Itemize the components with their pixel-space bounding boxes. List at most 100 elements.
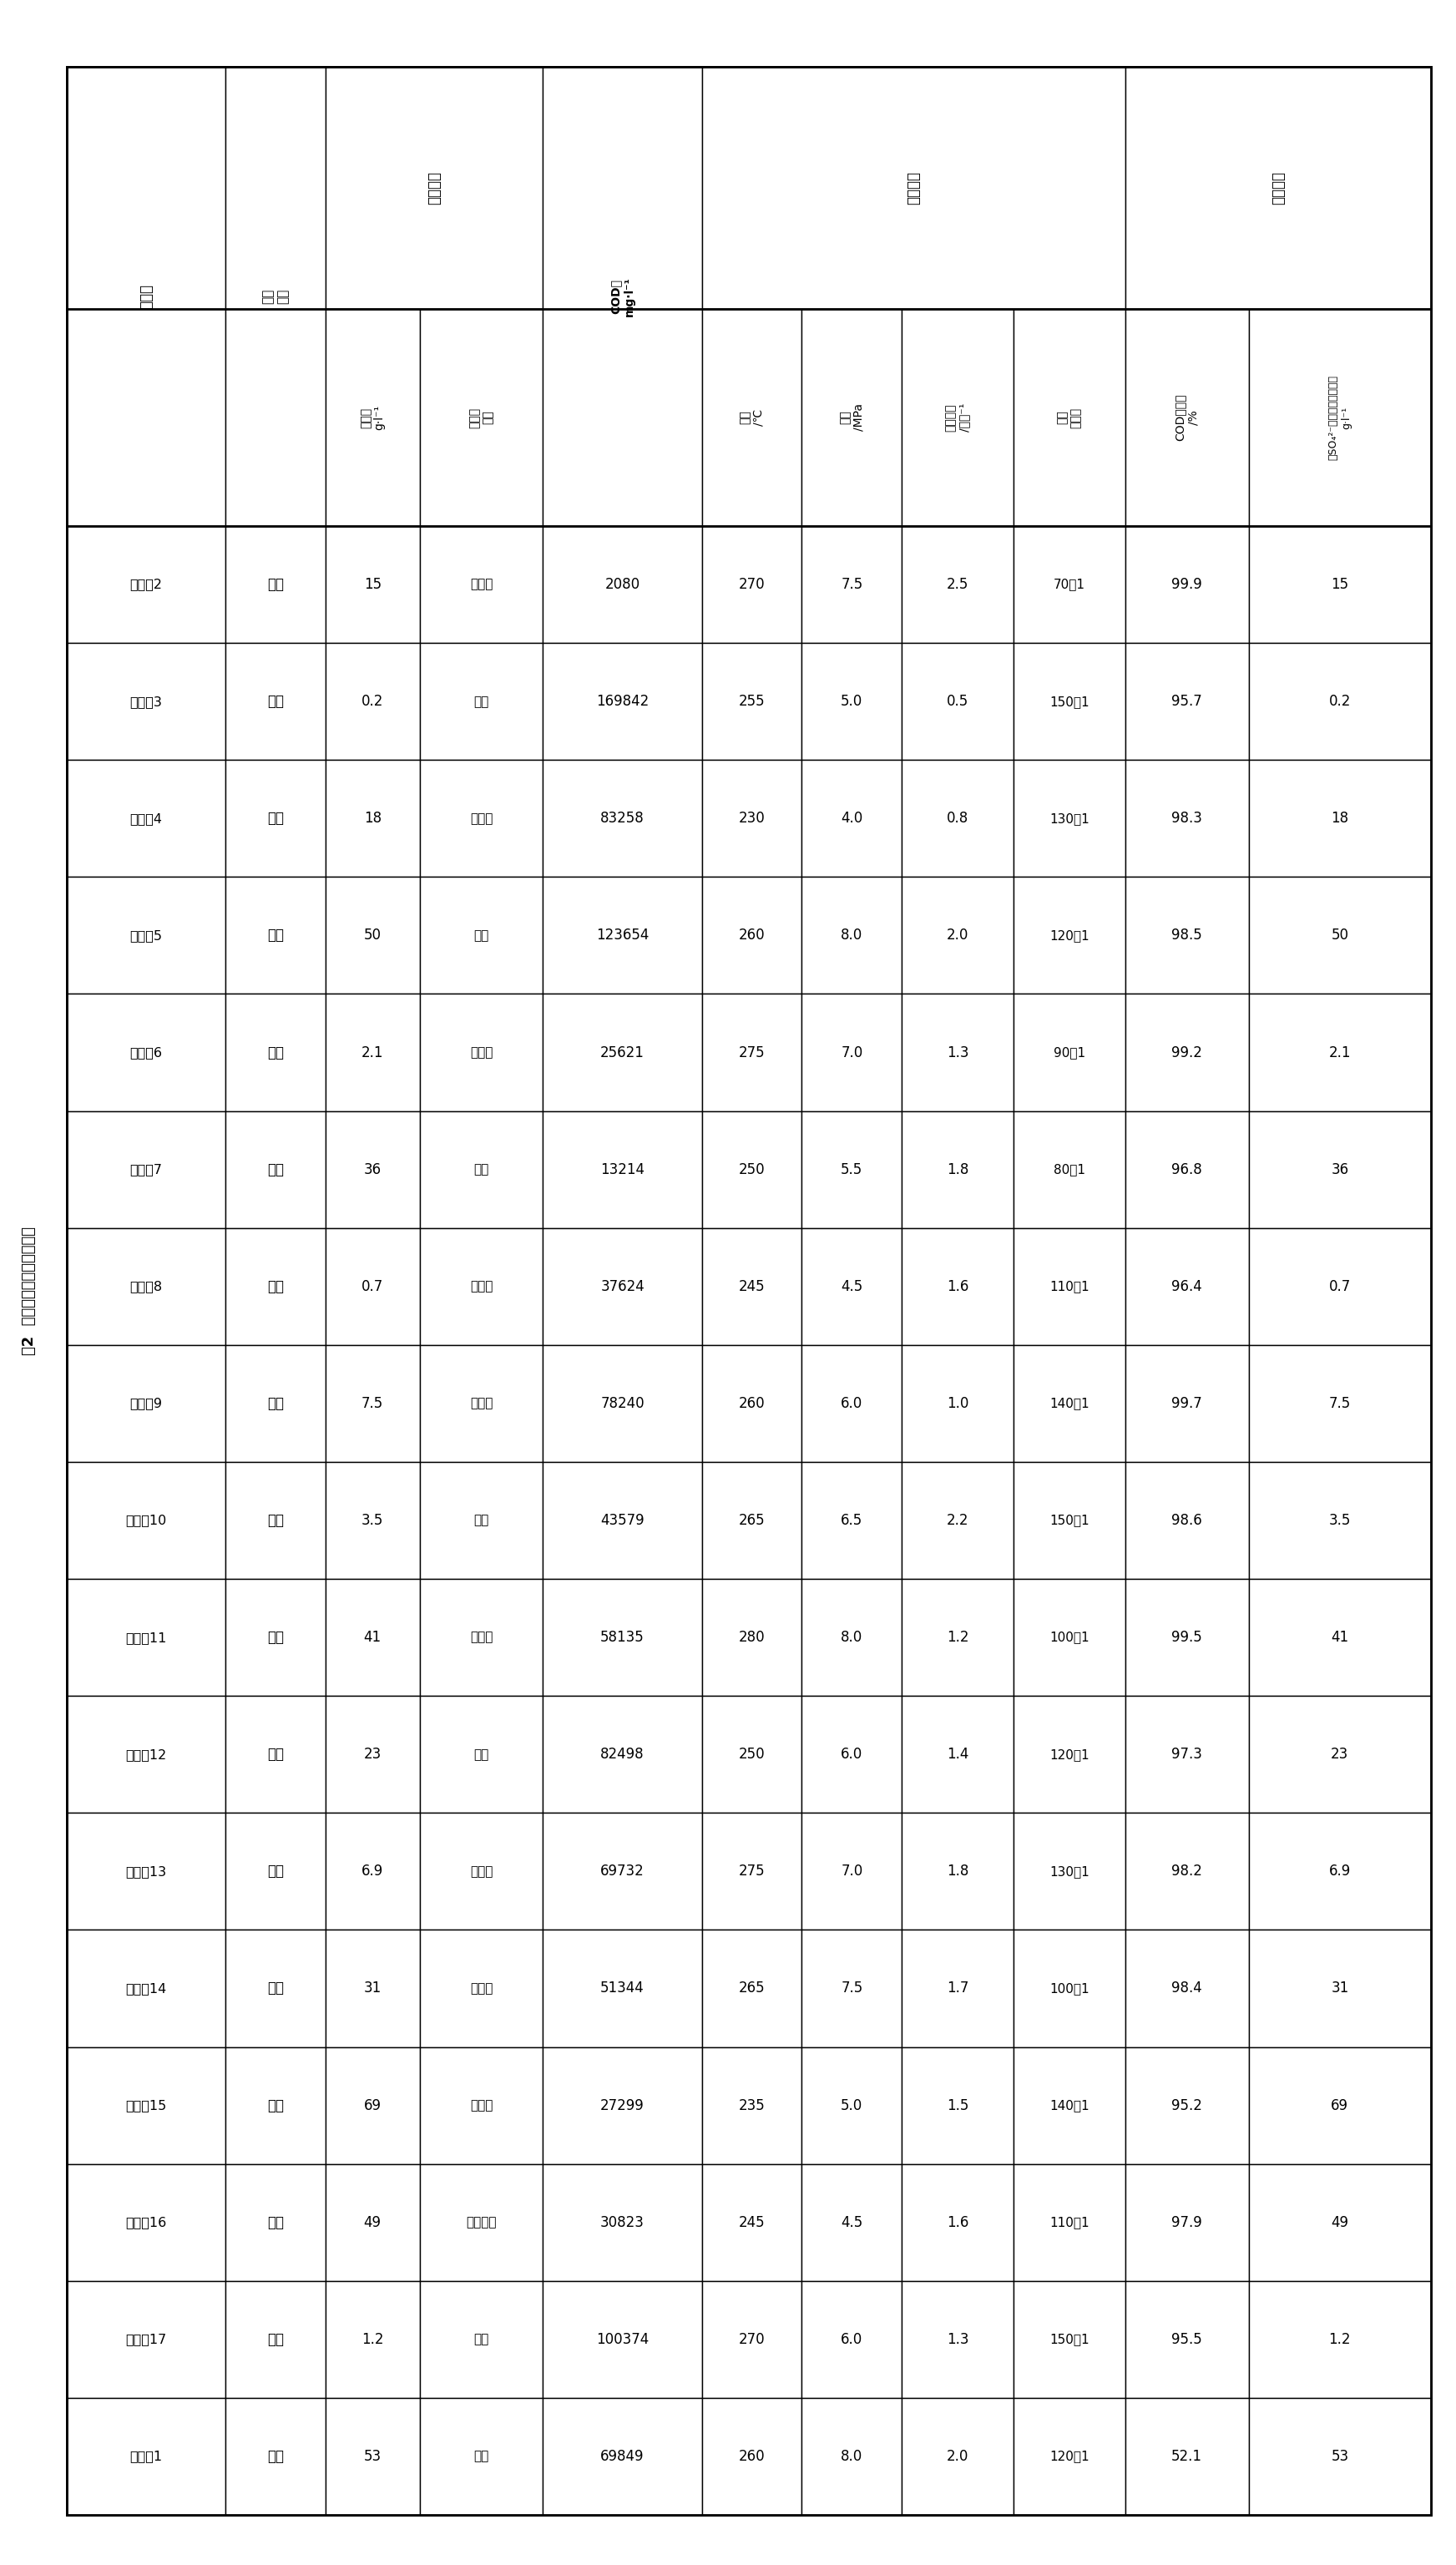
Text: 空气: 空气 xyxy=(268,929,284,944)
Text: 18: 18 xyxy=(364,811,381,826)
Text: 13214: 13214 xyxy=(600,1162,645,1177)
Bar xyxy=(1013,526,1125,644)
Text: 36: 36 xyxy=(1331,1162,1348,1177)
Text: 96.4: 96.4 xyxy=(1172,1280,1203,1293)
Text: 0.5: 0.5 xyxy=(946,695,968,708)
Bar xyxy=(1013,644,1125,759)
Bar xyxy=(802,1344,901,1462)
Bar xyxy=(1125,526,1249,644)
Bar xyxy=(226,1344,326,1462)
Text: 50: 50 xyxy=(364,929,381,944)
Bar xyxy=(1249,1462,1431,1580)
Bar xyxy=(226,2398,326,2514)
Bar xyxy=(226,2165,326,2280)
Bar xyxy=(543,2280,702,2398)
Text: 78240: 78240 xyxy=(600,1395,645,1411)
Bar xyxy=(326,526,419,644)
Bar xyxy=(702,1695,802,1813)
Bar xyxy=(802,308,901,526)
Bar xyxy=(802,526,901,644)
Text: 3.5: 3.5 xyxy=(361,1513,383,1529)
Text: 实施例17: 实施例17 xyxy=(125,2334,167,2344)
Text: 硫醇: 硫醇 xyxy=(473,2334,489,2344)
Bar xyxy=(1125,759,1249,877)
Bar xyxy=(419,995,543,1111)
Bar xyxy=(1013,1695,1125,1813)
Bar xyxy=(1125,995,1249,1111)
Text: 100374: 100374 xyxy=(596,2332,649,2347)
Text: 30823: 30823 xyxy=(600,2216,645,2229)
Text: 氧气: 氧气 xyxy=(268,2332,284,2347)
Text: 实施例7: 实施例7 xyxy=(130,1162,163,1175)
Bar xyxy=(901,2165,1013,2280)
Text: 99.7: 99.7 xyxy=(1172,1395,1203,1411)
Bar xyxy=(1249,2280,1431,2398)
Bar xyxy=(226,1462,326,1580)
Bar xyxy=(802,2047,901,2165)
Text: 7.5: 7.5 xyxy=(840,1980,863,1996)
Bar xyxy=(1013,1344,1125,1462)
Bar xyxy=(702,1229,802,1344)
Bar xyxy=(419,2047,543,2165)
Bar xyxy=(1013,877,1125,995)
Bar xyxy=(419,877,543,995)
Bar xyxy=(326,2047,419,2165)
Text: 7.0: 7.0 xyxy=(840,1865,863,1880)
Text: 95.2: 95.2 xyxy=(1172,2098,1203,2114)
Text: 31: 31 xyxy=(1331,1980,1348,1996)
Text: 1.3: 1.3 xyxy=(946,2332,968,2347)
Text: 25621: 25621 xyxy=(600,1044,645,1059)
Text: 6.0: 6.0 xyxy=(840,1395,863,1411)
Bar xyxy=(702,2398,802,2514)
Bar xyxy=(67,526,226,644)
Text: 实施例8: 实施例8 xyxy=(130,1280,163,1293)
Bar xyxy=(1125,1929,1249,2047)
Bar xyxy=(1013,2280,1125,2398)
Bar xyxy=(1013,1580,1125,1695)
Bar xyxy=(543,67,702,526)
Text: 120：1: 120：1 xyxy=(1050,2450,1089,2462)
Bar xyxy=(226,1580,326,1695)
Bar xyxy=(419,1462,543,1580)
Bar xyxy=(326,644,419,759)
Bar xyxy=(226,1229,326,1344)
Bar xyxy=(419,1111,543,1229)
Bar xyxy=(702,2165,802,2280)
Bar xyxy=(326,2280,419,2398)
Bar xyxy=(543,759,702,877)
Text: 99.9: 99.9 xyxy=(1172,577,1203,593)
Bar xyxy=(1249,759,1431,877)
Text: 1.4: 1.4 xyxy=(946,1747,968,1762)
Text: 265: 265 xyxy=(738,1980,764,1996)
Text: 97.3: 97.3 xyxy=(1172,1747,1203,1762)
Bar xyxy=(67,1462,226,1580)
Bar xyxy=(901,1111,1013,1229)
Text: 275: 275 xyxy=(738,1044,764,1059)
Bar xyxy=(702,644,802,759)
Bar xyxy=(702,1111,802,1229)
Bar xyxy=(1249,2047,1431,2165)
Text: 5.0: 5.0 xyxy=(840,695,863,708)
Text: 反应结果: 反应结果 xyxy=(1271,172,1286,205)
Text: 含氧
气体: 含氧 气体 xyxy=(262,290,290,305)
Text: 41: 41 xyxy=(1331,1629,1348,1644)
Text: 95.7: 95.7 xyxy=(1172,695,1203,708)
Text: COD值
mg·l⁻¹: COD值 mg·l⁻¹ xyxy=(610,277,635,315)
Bar xyxy=(226,759,326,877)
Bar xyxy=(326,2398,419,2514)
Text: 1.2: 1.2 xyxy=(361,2332,383,2347)
Bar xyxy=(543,1462,702,1580)
Bar xyxy=(901,877,1013,995)
Text: 考评条件: 考评条件 xyxy=(906,172,922,205)
Bar xyxy=(326,1462,419,1580)
Bar xyxy=(702,1344,802,1462)
Text: 27299: 27299 xyxy=(600,2098,645,2114)
Text: 氧气: 氧气 xyxy=(268,811,284,826)
Text: 2.0: 2.0 xyxy=(946,929,968,944)
Text: 265: 265 xyxy=(738,1513,764,1529)
Bar xyxy=(1013,1111,1125,1229)
Text: 2.1: 2.1 xyxy=(361,1044,383,1059)
Text: 磺砂: 磺砂 xyxy=(473,1513,489,1526)
Bar xyxy=(419,1580,543,1695)
Bar xyxy=(1013,1462,1125,1580)
